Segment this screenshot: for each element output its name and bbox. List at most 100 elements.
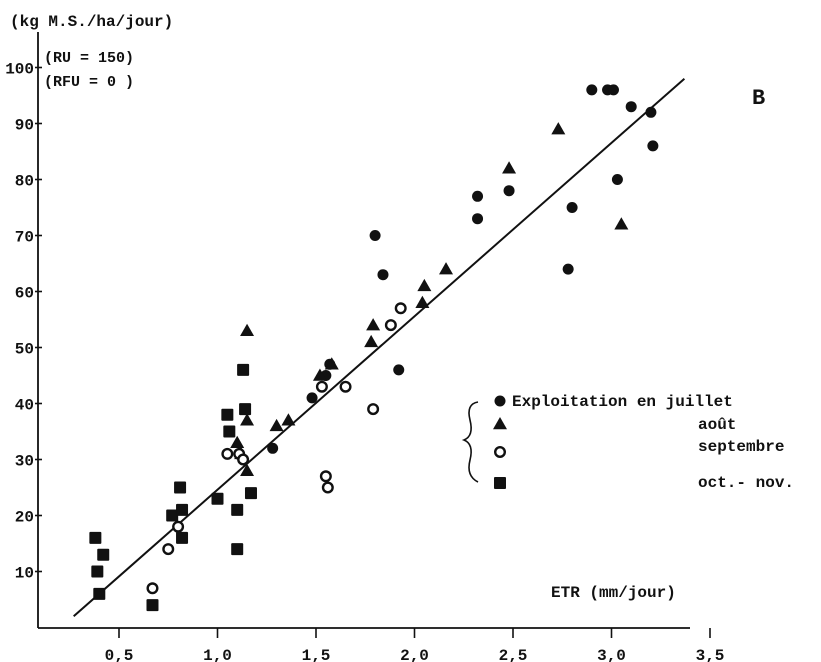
point-oct-nov [239,403,252,416]
y-tick-label: 70 [15,229,34,247]
point-juillet [647,140,659,152]
x-tick-label: 1,5 [302,647,331,662]
x-tick-label: 1,0 [203,647,232,662]
point-ao-t [502,161,517,174]
legend-intro: Exploitation en juillet [512,393,733,411]
point-juillet [611,174,623,185]
point-oct-nov [174,481,187,494]
point-juillet [645,106,657,118]
point-oct-nov [221,408,234,421]
point-oct-nov [91,565,104,578]
point-ao-t [281,413,296,426]
y-tick-label: 40 [15,397,34,415]
point-juillet [566,202,578,213]
point-juillet [562,263,574,275]
point-septembre [221,447,234,460]
point-juillet [586,84,598,96]
x-tick-label: 3,5 [696,647,725,662]
point-septembre [237,453,250,466]
point-septembre [384,319,397,332]
point-oct-nov [166,509,179,522]
point-septembre [394,302,407,315]
x-tick-label: 3,0 [597,647,626,662]
legend-label-juillet: juillet [666,393,733,411]
point-juillet [369,230,381,241]
legend-marker-3 [494,477,506,489]
x-tick-label: 2,0 [400,647,429,662]
point-ao-t [240,323,255,336]
regression-line-group [73,77,686,618]
point-ao-t [269,418,284,432]
axes: 10 20 30 40 50 60 70 80 90 100 0,5 1,0 1,5 2,0 2,5 3,0 3… [5,32,724,662]
legend-label-aout: août [698,416,736,434]
point-juillet [267,442,279,454]
y-tick-label: 30 [15,453,34,471]
point-oct-nov [211,492,224,505]
point-oct-nov [231,543,244,556]
regression-line [73,77,686,618]
point-septembre [315,380,328,393]
legend-brace [461,401,479,483]
point-ao-t [312,368,327,381]
legend-label-septembre: septembre [698,438,784,456]
annotation-ru: (RU = 150) [44,50,134,67]
annotation-rfu: (RFU = 0 ) [44,74,134,91]
point-ao-t [551,122,566,135]
x-tick-label: 2,5 [499,647,528,662]
point-oct-nov [237,363,250,376]
point-septembre [319,470,332,483]
point-septembre [339,380,352,393]
legend: Exploitation en juillet août septembre o… [461,393,794,492]
y-tick-label: 20 [15,509,34,527]
point-septembre [321,481,334,494]
point-septembre [162,543,175,556]
point-oct-nov [244,487,257,500]
point-septembre [172,520,185,533]
legend-markers [493,395,507,489]
point-ao-t [415,295,430,308]
panel-label: B [752,86,765,111]
point-ao-t [240,413,255,426]
y-tick-label: 80 [15,173,34,191]
point-oct-nov [93,587,106,600]
point-juillet [393,364,405,376]
point-ao-t [366,318,381,331]
legend-marker-1 [493,417,507,430]
point-oct-nov [176,531,189,544]
point-oct-nov [223,425,236,438]
legend-label-oct-nov: oct.- nov. [698,474,794,492]
point-juillet [472,213,484,225]
legend-marker-0 [494,395,506,407]
point-ao-t [417,278,432,292]
point-juillet [607,84,619,96]
point-oct-nov [89,531,102,544]
point-juillet [503,185,515,197]
point-juillet [377,269,389,281]
point-ao-t [230,435,245,448]
point-ao-t [324,357,339,370]
y-axis-label: (kg M.S./ha/jour) [10,13,173,31]
point-ao-t [240,463,255,476]
x-tick-label: 0,5 [105,647,134,662]
point-ao-t [364,334,379,348]
point-ao-t [614,217,629,230]
point-oct-nov [231,503,244,516]
point-septembre [146,582,159,595]
point-oct-nov [146,599,159,612]
data-points [89,84,659,612]
y-tick-label: 60 [15,285,34,303]
y-tick-label: 50 [15,341,34,359]
point-oct-nov [97,548,110,561]
point-ao-t [439,262,454,275]
point-juillet [306,392,318,404]
legend-marker-2 [494,446,507,459]
point-septembre [367,403,380,416]
x-axis-label: ETR (mm/jour) [551,584,676,602]
y-tick-label: 90 [15,117,34,135]
point-juillet [472,190,484,202]
point-juillet [625,101,637,113]
point-oct-nov [176,503,189,516]
y-tick-label: 10 [15,565,34,583]
y-tick-label: 100 [5,61,34,79]
